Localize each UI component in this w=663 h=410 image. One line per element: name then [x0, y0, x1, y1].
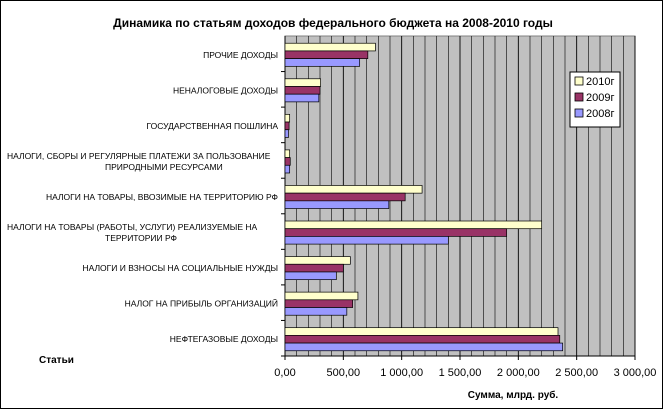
bar-2010г — [284, 78, 321, 87]
category-label: ГОСУДАРСТВЕННАЯ ПОШЛИНА — [147, 121, 279, 131]
y-axis-label: Статьи — [39, 355, 74, 366]
bar-2009г — [284, 299, 354, 308]
category-label: НАЛОГИ, СБОРЫ И РЕГУЛЯРНЫЕ ПЛАТЕЖИ ЗА ПО… — [7, 151, 271, 161]
category-label: ПРИРОДНЫМИ РЕСУРСАМИ — [105, 162, 223, 172]
legend-swatch — [574, 76, 584, 86]
legend-swatch — [574, 108, 584, 118]
bar-2008г — [284, 129, 289, 138]
bar-2008г — [284, 164, 291, 174]
legend-swatch — [574, 92, 584, 102]
bar-2010г — [284, 327, 559, 336]
x-tick-label: 500,00 — [327, 367, 361, 379]
bar-2010г — [284, 113, 291, 123]
bar-2009г — [284, 157, 291, 166]
x-tick-label: 1 500,00 — [439, 367, 482, 379]
bar-2008г — [284, 271, 337, 281]
bar-2010г — [284, 256, 351, 265]
bar-2010г — [284, 185, 423, 194]
bar-2009г — [284, 335, 561, 344]
bar-2010г — [284, 149, 291, 158]
category-label: НАЛОГ НА ПРИБЫЛЬ ОРГАНИЗАЦИЙ — [125, 298, 278, 309]
x-tick-label: 2 500,00 — [555, 367, 598, 379]
x-tick-label: 2 000,00 — [497, 367, 540, 379]
x-tick-label: 1 000,00 — [380, 367, 423, 379]
bar-2010г — [284, 220, 543, 230]
bar-2008г — [284, 200, 390, 209]
x-axis-label: Сумма, млрд. руб. — [468, 389, 559, 401]
legend-label: 2008г — [586, 108, 614, 120]
bar-2009г — [284, 192, 406, 202]
category-label: НАЛОГИ НА ТОВАРЫ, ВВОЗИМЫЕ НА ТЕРРИТОРИЮ… — [46, 192, 278, 202]
bar-2008г — [284, 236, 449, 245]
category-label: НАЛОГИ НА ТОВАРЫ (РАБОТЫ, УСЛУГИ) РЕАЛИЗ… — [7, 222, 257, 232]
bar-2009г — [284, 228, 508, 237]
bar-2008г — [284, 93, 320, 103]
category-label: НЕНАЛОГОВЫЕ ДОХОДЫ — [173, 85, 278, 95]
legend-label: 2009г — [586, 92, 614, 104]
category-label: НАЛОГИ И ВЗНОСЫ НА СОЦИАЛЬНЫЕ НУЖДЫ — [82, 263, 278, 273]
bar-2008г — [284, 307, 348, 316]
x-tick-label: 3 000,00 — [614, 367, 657, 379]
bar-2009г — [284, 86, 321, 95]
bar-2009г — [284, 263, 344, 273]
bar-2009г — [284, 121, 290, 131]
bar-2008г — [284, 342, 564, 352]
bar-2009г — [284, 50, 369, 59]
category-label: ТЕРРИТОРИИ РФ — [105, 233, 177, 243]
bar-2010г — [284, 42, 376, 52]
chart-title: Динамика по статьям доходов федерального… — [113, 16, 553, 30]
legend-label: 2010г — [586, 76, 614, 88]
category-label: НЕФТЕГАЗОВЫЕ ДОХОДЫ — [170, 334, 278, 344]
bar-2008г — [284, 58, 361, 67]
bar-2010г — [284, 291, 359, 301]
x-tick-label: 0,00 — [274, 367, 295, 379]
category-label: ПРОЧИЕ ДОХОДЫ — [203, 50, 278, 60]
